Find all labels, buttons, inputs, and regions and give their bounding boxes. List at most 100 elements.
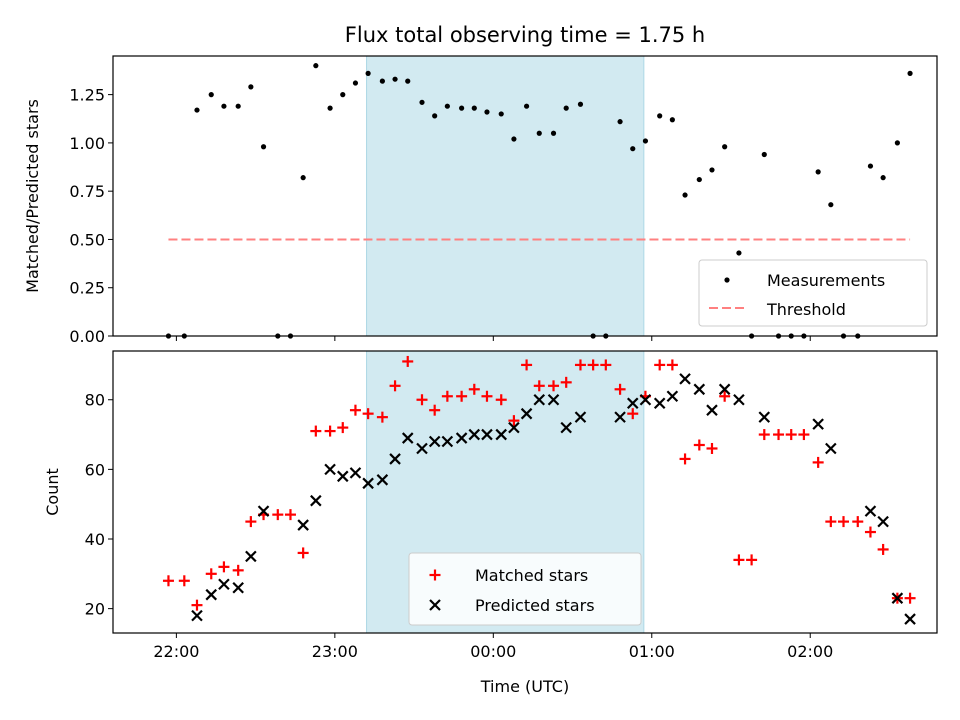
measurement-point <box>682 192 688 198</box>
predicted-star-point <box>812 418 824 430</box>
measurement-point <box>405 78 411 84</box>
top-x-ticks <box>175 336 811 341</box>
measurement-point <box>221 103 227 109</box>
top-y-tick-label: 0.50 <box>69 230 105 249</box>
matched-star-point <box>560 376 572 388</box>
matched-star-point <box>468 383 480 395</box>
bottom-panel: 20 40 60 80 22:00 23:00 00:00 01:00 02:00 Count… <box>43 350 938 696</box>
matched-star-point <box>162 575 174 587</box>
predicted-star-point <box>257 505 270 517</box>
measurement-point <box>300 175 306 181</box>
measurement-point <box>736 250 742 256</box>
matched-star-point <box>719 390 731 402</box>
predicted-star-point <box>336 470 349 483</box>
predicted-star-point <box>758 411 771 423</box>
predicted-star-point <box>679 373 691 385</box>
predicted-star-point <box>297 519 309 531</box>
matched-star-point <box>362 408 374 420</box>
matched-star-point <box>521 359 533 371</box>
measurement-point <box>577 101 584 107</box>
predicted-star-point <box>310 494 322 507</box>
measurement-point <box>379 78 385 84</box>
predicted-star-point <box>533 393 546 406</box>
measurement-point <box>498 111 504 117</box>
predicted-star-point <box>653 397 666 410</box>
matched-star-point <box>904 592 916 604</box>
predicted-star-point <box>864 505 877 517</box>
predicted-star-point <box>481 428 493 441</box>
matched-star-point <box>245 516 257 528</box>
matched-star-point <box>666 359 678 371</box>
matched-star-point <box>441 390 453 402</box>
predicted-star-point <box>401 432 414 444</box>
measurement-point <box>235 103 241 109</box>
top-y-tick-label: 0.25 <box>69 279 105 298</box>
predicted-star-point <box>455 432 468 444</box>
matched-star-point <box>429 404 441 416</box>
bottom-x-ticks: 22:00 23:00 00:00 01:00 02:00 <box>153 633 833 661</box>
top-panel: 0.00 0.25 0.50 0.75 1.00 1.25 Flux total obse… <box>23 23 938 346</box>
matched-star-point <box>481 390 493 402</box>
measurement-point <box>248 84 254 90</box>
measurement-point <box>617 119 623 125</box>
matched-star-point <box>191 599 203 611</box>
matched-star-point <box>574 359 586 371</box>
matched-star-point <box>825 516 837 528</box>
legend-measurements-label: Measurements <box>767 271 885 290</box>
matched-star-point <box>877 543 889 555</box>
x-tick-label: 22:00 <box>153 642 199 661</box>
predicted-star-point <box>389 453 401 465</box>
x-tick-label: 01:00 <box>629 642 675 661</box>
predicted-star-point <box>232 581 244 594</box>
predicted-star-point <box>495 428 508 441</box>
measurement-point <box>208 92 214 98</box>
measurement-point <box>352 80 359 86</box>
predicted-star-point <box>428 435 441 448</box>
top-observing-span <box>366 55 645 337</box>
measurement-point <box>194 107 200 113</box>
predicted-star-point <box>574 411 587 423</box>
bottom-y-axis-label: Count <box>43 468 62 516</box>
bottom-y-ticks: 20 40 60 80 <box>85 391 113 619</box>
top-plot-frame <box>112 55 938 337</box>
predicted-star-point <box>520 407 533 420</box>
matched-star-point <box>773 429 785 441</box>
predicted-star-point <box>205 588 218 601</box>
matched-star-point <box>785 429 797 441</box>
matched-star-point <box>178 575 190 587</box>
predicted-star-point <box>639 393 652 406</box>
measurement-point <box>669 117 675 123</box>
matched-star-point <box>864 526 876 538</box>
top-y-tick-label: 0.00 <box>69 327 105 346</box>
measurement-point <box>471 105 477 111</box>
top-y-tick-label: 1.25 <box>69 86 105 105</box>
predicted-star-point <box>362 477 374 490</box>
x-tick-label: 23:00 <box>312 642 358 661</box>
matched-star-point <box>758 429 770 441</box>
matched-star-point <box>349 404 361 416</box>
measurement-point <box>365 70 371 76</box>
predicted-star-point <box>547 393 560 406</box>
predicted-star-point <box>904 613 916 625</box>
matched-star-point <box>389 380 401 392</box>
legend-measurements-marker <box>724 277 730 283</box>
predicted-star-point <box>718 383 731 396</box>
matched-star-point <box>533 380 545 392</box>
legend-cross-glyph <box>429 599 441 611</box>
matched-star-point <box>376 411 388 423</box>
matched-star-point <box>798 429 810 441</box>
predicted-star-point <box>191 609 203 622</box>
x-tick-label: 00:00 <box>470 642 516 661</box>
matched-star-point <box>746 554 758 566</box>
bottom-plot-frame <box>112 350 938 634</box>
matched-star-point <box>284 509 296 521</box>
predicted-star-point <box>706 404 718 416</box>
matched-star-point <box>838 516 850 528</box>
bottom-y-tick-label: 80 <box>85 391 105 410</box>
matched-star-point <box>679 453 691 465</box>
predicted-star-point <box>416 442 428 455</box>
measurement-point <box>432 113 438 119</box>
legend-matched-marker <box>429 569 441 581</box>
top-legend: Measurements Threshold <box>698 259 928 327</box>
